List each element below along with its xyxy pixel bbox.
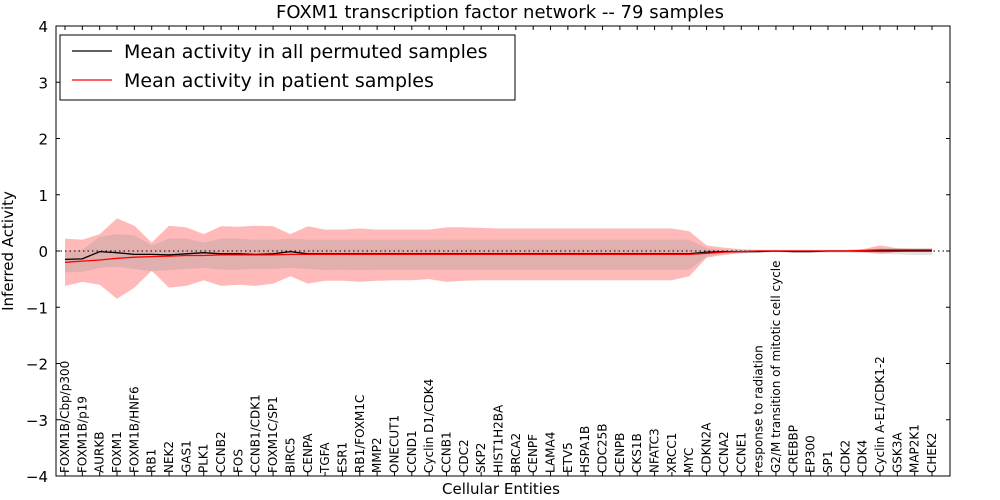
legend-label-permuted: Mean activity in all permuted samples (124, 41, 487, 63)
x-tick-label: NFATC3 (648, 428, 662, 473)
y-tick-label: −2 (26, 356, 48, 374)
band-series-1 (65, 218, 932, 299)
x-tick-label: RB1/FOXM1C (353, 395, 367, 473)
x-tick-label: ESR1 (335, 442, 349, 473)
x-axis-label: Cellular Entities (442, 480, 560, 498)
legend: Mean activity in all permuted samples Me… (59, 34, 516, 101)
x-tick-label: BIRC5 (283, 437, 297, 473)
x-tick-label: CDK4 (856, 440, 870, 473)
x-tick-label: Cyclin A-E1/CDK1-2 (873, 356, 887, 473)
x-tick-label: CCNA2 (717, 431, 731, 473)
x-tick-label: CDK2 (838, 440, 852, 473)
x-tick-label: MMP2 (370, 437, 384, 473)
x-tick-label: CCNE1 (734, 432, 748, 473)
x-tick-label: GAS1 (179, 440, 193, 473)
x-tick-label: EP300 (804, 435, 818, 473)
x-tick-label: LAMA4 (544, 432, 558, 473)
x-tick-label: XRCC1 (665, 433, 679, 473)
x-tick-label: CCNB2 (214, 431, 228, 473)
x-tick-label: PLK1 (197, 444, 211, 473)
x-tick-label: FOXM1C/SP1 (266, 396, 280, 473)
series-lines (64, 249, 932, 263)
line-series-1 (64, 249, 932, 263)
x-tick-label: FOS (231, 449, 245, 473)
x-tick-label: CDC2 (457, 439, 471, 473)
x-tick-label: BRCA2 (509, 433, 523, 473)
x-tick-label: Cyclin D1/CDK4 (422, 379, 436, 473)
x-tick-label: FOXM1B/HNF6 (127, 386, 141, 473)
x-tick-label: TGFA (318, 442, 332, 474)
x-tick-label: AURKB (93, 432, 107, 473)
x-tick-label: CENPA (301, 433, 315, 473)
x-tick-label: SP1 (821, 451, 835, 474)
x-tick-label: NEK2 (162, 441, 176, 473)
x-tick-label: CHEK2 (925, 433, 939, 474)
x-tick-label: CDC25B (596, 424, 610, 474)
x-tick-label: CKS1B (630, 433, 644, 473)
x-tick-label: CCNB1 (440, 431, 454, 473)
x-tick-label: G2/M transition of mitotic cell cycle (769, 260, 783, 473)
x-tick-label: FOXM1B/p19 (75, 396, 89, 473)
chart-title: FOXM1 transcription factor network -- 79… (276, 2, 724, 23)
x-tick-label: response to radiation (752, 345, 766, 473)
legend-box (59, 34, 516, 101)
x-tick-label: CREBBP (786, 425, 800, 473)
y-tick-label: 1 (38, 187, 48, 205)
x-tick-label: CCNB1/CDK1 (249, 394, 263, 473)
x-tick-label: FOXM1 (110, 431, 124, 473)
x-tick-label: HIST1H2BA (492, 404, 506, 473)
x-tick-label: CDKN2A (700, 422, 714, 473)
x-tick-label: MYC (682, 448, 696, 473)
x-tick-label: FOXM1B/Cbp/p300 (58, 361, 72, 473)
x-tick-label: CCND1 (405, 430, 419, 473)
y-tick-label: −3 (26, 412, 48, 430)
y-tick-label: −4 (26, 468, 48, 486)
legend-label-patient: Mean activity in patient samples (124, 70, 434, 92)
x-tick-label: MAP2K1 (908, 424, 922, 473)
y-tick-label: −1 (26, 299, 48, 317)
x-tick-label: HSPA1B (578, 426, 592, 473)
x-tick-label: CENPB (613, 433, 627, 473)
x-tick-label: SKP2 (474, 443, 488, 473)
axes: −4 −3 −2 −1 0 1 2 3 4 FOXM1B/Cbp/p300 FOXM1B/p19 AU… (26, 18, 951, 486)
y-tick-label: 2 (38, 131, 48, 149)
x-tick-label: GSK3A (890, 432, 904, 473)
y-tick-label: 0 (38, 243, 48, 261)
x-tick-label: RB1 (145, 449, 159, 473)
y-tick-label: 3 (38, 74, 48, 92)
x-tick-label: CENPF (526, 434, 540, 473)
y-axis-label: Inferred Activity (0, 191, 17, 311)
x-tick-label: ETV5 (561, 442, 575, 473)
x-tick-label: ONECUT1 (388, 415, 402, 473)
y-tick-label: 4 (38, 18, 48, 36)
